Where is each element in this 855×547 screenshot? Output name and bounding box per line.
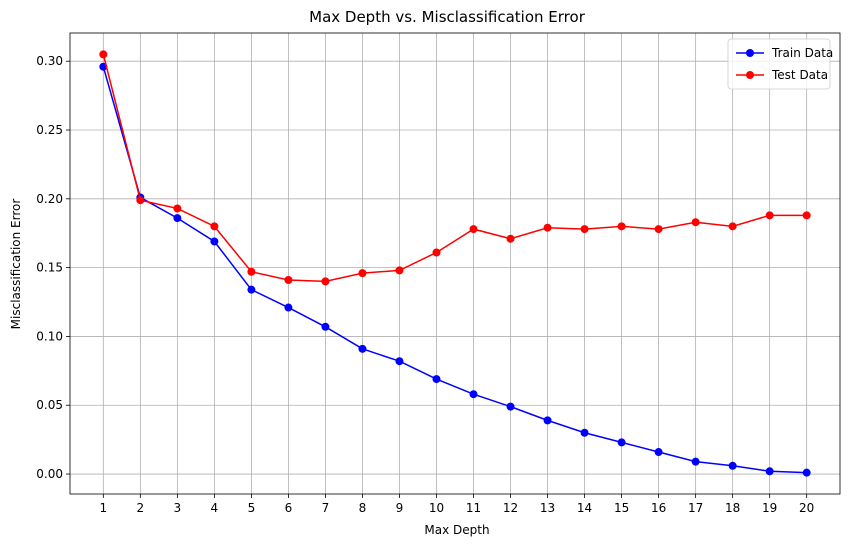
y-axis-ticks: 0.00 0.05 0.10 0.15 0.20 0.25 0.30 xyxy=(36,54,70,481)
y-tick-label: 0.10 xyxy=(36,329,63,343)
data-point xyxy=(691,218,700,227)
series-layer xyxy=(99,50,811,477)
y-tick-label: 0.25 xyxy=(36,123,63,137)
data-point xyxy=(358,269,367,278)
x-tick-label: 4 xyxy=(211,501,219,515)
data-point xyxy=(506,402,515,411)
legend-marker xyxy=(746,49,754,57)
data-point xyxy=(506,234,515,243)
data-point xyxy=(691,457,700,466)
data-point xyxy=(802,468,811,477)
data-point xyxy=(321,322,330,331)
data-point xyxy=(765,467,774,476)
data-point xyxy=(247,285,256,294)
plot-frame xyxy=(69,32,841,495)
x-tick-label: 13 xyxy=(540,501,555,515)
series-line xyxy=(102,66,807,474)
y-tick-label: 0.00 xyxy=(36,467,63,481)
data-point xyxy=(802,211,811,220)
x-tick-label: 19 xyxy=(762,501,777,515)
data-point xyxy=(395,266,404,275)
data-point xyxy=(432,248,441,257)
data-point xyxy=(136,196,145,205)
data-point xyxy=(469,225,478,234)
legend: Train Data Test Data xyxy=(727,38,833,90)
data-point xyxy=(728,461,737,470)
series-test-data xyxy=(99,50,811,286)
chart-title: Max Depth vs. Misclassification Error xyxy=(309,8,586,26)
data-point xyxy=(617,222,626,231)
y-tick-label: 0.30 xyxy=(36,54,63,68)
x-tick-label: 18 xyxy=(725,501,740,515)
x-tick-label: 3 xyxy=(174,501,182,515)
legend-marker xyxy=(746,71,754,79)
data-point xyxy=(284,303,293,312)
data-point xyxy=(99,50,108,59)
x-tick-label: 2 xyxy=(137,501,145,515)
grid xyxy=(70,33,840,494)
x-tick-label: 20 xyxy=(799,501,814,515)
data-point xyxy=(580,428,589,437)
x-tick-label: 7 xyxy=(322,501,330,515)
data-point xyxy=(469,390,478,399)
legend-item: Test Data xyxy=(736,68,828,82)
x-tick-label: 1 xyxy=(99,501,107,515)
data-point xyxy=(210,237,219,246)
x-tick-label: 8 xyxy=(359,501,367,515)
data-point xyxy=(358,344,367,353)
series-train-data xyxy=(99,62,811,477)
data-point xyxy=(432,375,441,384)
x-tick-label: 12 xyxy=(503,501,518,515)
data-point xyxy=(247,267,256,276)
data-point xyxy=(173,204,182,213)
series-line xyxy=(102,54,807,283)
data-point xyxy=(543,416,552,425)
data-point xyxy=(543,223,552,232)
data-point xyxy=(728,222,737,231)
data-point xyxy=(765,211,774,220)
x-tick-label: 11 xyxy=(466,501,481,515)
y-tick-label: 0.05 xyxy=(36,398,63,412)
data-point xyxy=(654,448,663,457)
data-point xyxy=(210,222,219,231)
y-axis-label: Misclassification Error xyxy=(9,199,23,330)
legend-item: Train Data xyxy=(736,46,833,60)
x-tick-label: 9 xyxy=(396,501,404,515)
x-tick-label: 5 xyxy=(248,501,256,515)
x-axis-ticks: 1 2 3 4 5 6 7 8 9 10 11 12 13 14 15 16 17 18 19 20 xyxy=(99,494,814,515)
data-point xyxy=(654,225,663,234)
data-point xyxy=(321,277,330,286)
data-point xyxy=(173,214,182,223)
x-axis-label: Max Depth xyxy=(424,523,489,537)
x-tick-label: 10 xyxy=(429,501,444,515)
legend-label: Train Data xyxy=(771,46,833,60)
data-point xyxy=(617,438,626,447)
x-tick-label: 17 xyxy=(688,501,703,515)
x-tick-label: 6 xyxy=(285,501,293,515)
x-tick-label: 15 xyxy=(614,501,629,515)
legend-label: Test Data xyxy=(771,68,828,82)
data-point xyxy=(395,357,404,366)
x-tick-label: 16 xyxy=(651,501,666,515)
y-tick-label: 0.20 xyxy=(36,192,63,206)
x-tick-label: 14 xyxy=(577,501,592,515)
data-point xyxy=(284,276,293,285)
data-point xyxy=(580,225,589,234)
y-tick-label: 0.15 xyxy=(36,261,63,275)
